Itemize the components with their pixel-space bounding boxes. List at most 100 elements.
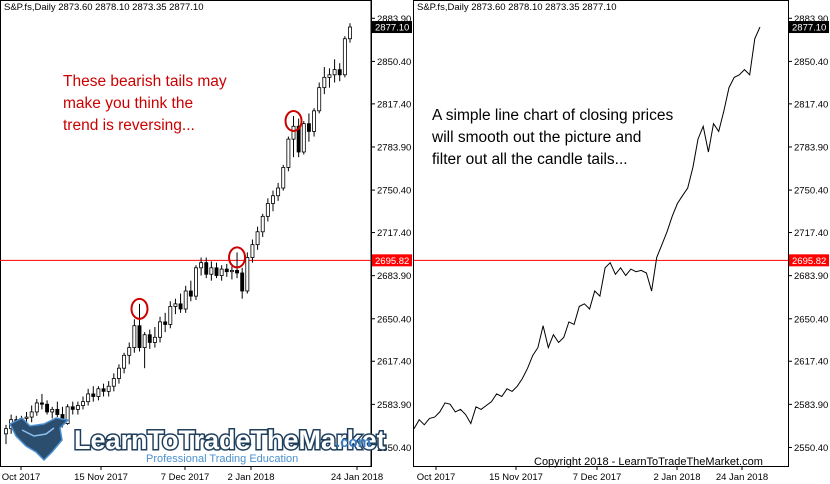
bear-candle (188, 290, 193, 297)
left-x-axis: Oct 2017 15 Nov 2017 7 Dec 2017 2 Jan 2018 2… (2, 466, 383, 483)
bull-candle (117, 367, 121, 379)
logo-wordmark: LearnToTradeTheMarket (74, 425, 386, 455)
bull-candle (96, 388, 101, 397)
bull-candle (106, 385, 111, 392)
bull-candle (327, 74, 332, 78)
left-x-tick-label: 2 Jan 2018 (227, 472, 274, 483)
right-y-tick-label: 2850.40 (794, 57, 828, 68)
bull-candle (65, 406, 70, 424)
left-x-tick-label: 24 Jan 2018 (331, 472, 383, 483)
right-y-tick-label: 2783.90 (794, 142, 828, 153)
bear-candle (214, 267, 219, 276)
left-y-tick-label: 2717.40 (377, 228, 411, 239)
bear-candle (101, 388, 106, 392)
bull-candle (132, 325, 137, 349)
bull-candle (152, 336, 157, 343)
bull-candle (29, 411, 34, 418)
bear-candle (235, 269, 239, 274)
left-chart-panel: S&P.fs,Daily 2873.60 2878.10 2873.35 287… (0, 0, 412, 483)
bear-candle (55, 408, 60, 415)
right-chart-panel: S&P.fs,Daily 2873.60 2878.10 2873.35 287… (413, 0, 829, 483)
bull-candle (265, 203, 270, 217)
bull-candle (281, 167, 286, 189)
right-y-tick-label: 2883.90 (794, 14, 828, 25)
bull-candle (75, 405, 80, 410)
left-y-tick-label: 2683.90 (377, 271, 411, 282)
bear-candle (306, 123, 311, 132)
right-y-tick-label: 2617.40 (794, 357, 828, 368)
right-level-tag (789, 254, 829, 267)
left-header: S&P.fs,Daily 2873.60 2878.10 2873.35 287… (4, 2, 204, 13)
copyright-text: Copyright 2018 - LearnToTradeTheMarket.c… (534, 456, 763, 468)
right-last-price-box (789, 21, 829, 34)
left-y-tick-label: 2650.40 (377, 314, 411, 325)
left-last-price-label: 2877.10 (375, 23, 409, 34)
right-header: S&P.fs,Daily 2873.60 2878.10 2873.35 287… (417, 2, 617, 13)
bear-candle (70, 406, 75, 410)
left-y-axis: 2883.90 2850.40 2817.40 2783.90 2750.40 2717.… (371, 14, 411, 454)
bull-candle (332, 69, 337, 76)
bull-candle (342, 38, 347, 76)
right-annotation-line-1: A simple line chart of closing prices (432, 107, 673, 124)
right-annotation-line-3: filter out all the candle tails... (432, 151, 628, 168)
bear-candle (224, 268, 229, 273)
bear-candle (137, 325, 142, 349)
left-y-tick-label: 2883.90 (377, 14, 411, 25)
bull-candle (255, 231, 260, 246)
left-annotation-line-2: make you think the (63, 95, 193, 112)
left-y-tick-label: 2617.40 (377, 357, 411, 368)
bear-candle (240, 272, 245, 292)
tail-highlight-circle (130, 297, 149, 320)
brand-logo: LearnToTradeTheMarket .com Professional … (8, 417, 387, 465)
logo-suffix: .com (336, 434, 371, 451)
left-annotation-line-1: These bearish tails may (63, 73, 227, 90)
bull-candle (81, 401, 85, 406)
bull-candle (158, 321, 162, 338)
bull-candle (219, 268, 224, 276)
bear-candle (91, 393, 96, 397)
right-level-line: 2695.82 (414, 254, 829, 267)
bull-candle (291, 125, 296, 140)
right-y-tick-label: 2750.40 (794, 186, 828, 197)
left-y-tick-label: 2783.90 (377, 142, 411, 153)
bear-candle (147, 334, 152, 343)
right-y-tick-label: 2650.40 (794, 314, 828, 325)
left-level-line: 2695.82 (0, 254, 412, 267)
bull-candle (183, 290, 188, 310)
bull-candle (24, 416, 29, 419)
bull-candle (199, 262, 204, 269)
bear-candle (178, 303, 183, 310)
left-x-tick-label: Oct 2017 (2, 472, 41, 483)
bull-candle (286, 138, 291, 168)
bull-candle (301, 123, 306, 153)
bull-candle (142, 334, 147, 349)
bull-candle (322, 76, 327, 89)
bull-candle (245, 257, 250, 292)
right-x-tick-label: 15 Nov 2017 (489, 472, 543, 483)
bull-candle (348, 26, 352, 40)
bear-candle (296, 125, 301, 153)
right-y-tick-label: 2683.90 (794, 271, 828, 282)
right-last-price-tag: 2877.10 (789, 21, 829, 34)
logo-tagline: Professional Trading Education (146, 453, 298, 465)
bull-candle (229, 269, 234, 273)
left-level-tag (372, 254, 412, 267)
left-y-tick-label: 2550.40 (377, 443, 411, 454)
right-x-tick-label: 7 Dec 2017 (573, 472, 622, 483)
right-level-tag-label: 2695.82 (792, 256, 826, 267)
left-y-tick-label: 2850.40 (377, 57, 411, 68)
right-x-tick-label: 24 Jan 2018 (716, 472, 768, 483)
bear-candle (337, 69, 342, 76)
left-level-tag-label: 2695.82 (375, 256, 409, 267)
left-last-price-tag: 2877.10 (372, 21, 412, 34)
bull-candle (194, 267, 198, 297)
left-x-tick-label: 7 Dec 2017 (161, 472, 210, 483)
bear-candle (163, 321, 168, 325)
bull-candle (271, 195, 275, 204)
bull-candle (111, 378, 116, 387)
bull-candle (168, 306, 173, 325)
right-x-tick-label: 2 Jan 2018 (653, 472, 700, 483)
right-x-tick-label: Oct 2017 (417, 472, 456, 483)
right-y-tick-label: 2583.90 (794, 400, 828, 411)
